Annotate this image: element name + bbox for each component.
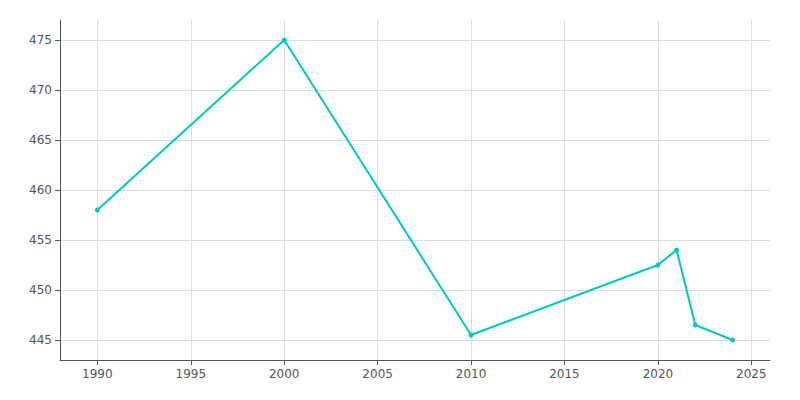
svg-text:1990: 1990 <box>82 367 113 381</box>
svg-text:455: 455 <box>29 233 52 247</box>
svg-text:445: 445 <box>29 333 52 347</box>
svg-text:2005: 2005 <box>362 367 393 381</box>
svg-text:2000: 2000 <box>269 367 300 381</box>
svg-text:460: 460 <box>29 183 52 197</box>
svg-text:2020: 2020 <box>643 367 674 381</box>
svg-text:2010: 2010 <box>456 367 487 381</box>
svg-text:1995: 1995 <box>176 367 207 381</box>
svg-text:450: 450 <box>29 283 52 297</box>
svg-text:2025: 2025 <box>736 367 767 381</box>
svg-text:475: 475 <box>29 33 52 47</box>
svg-text:470: 470 <box>29 83 52 97</box>
svg-text:2015: 2015 <box>549 367 580 381</box>
svg-text:465: 465 <box>29 133 52 147</box>
